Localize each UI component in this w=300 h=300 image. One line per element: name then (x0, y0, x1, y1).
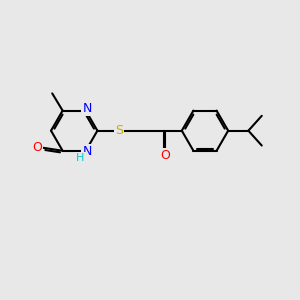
Text: H: H (76, 153, 85, 163)
Text: N: N (82, 146, 92, 158)
Text: O: O (32, 141, 42, 154)
Text: N: N (82, 102, 92, 115)
Text: S: S (115, 124, 123, 137)
Text: O: O (160, 149, 170, 162)
